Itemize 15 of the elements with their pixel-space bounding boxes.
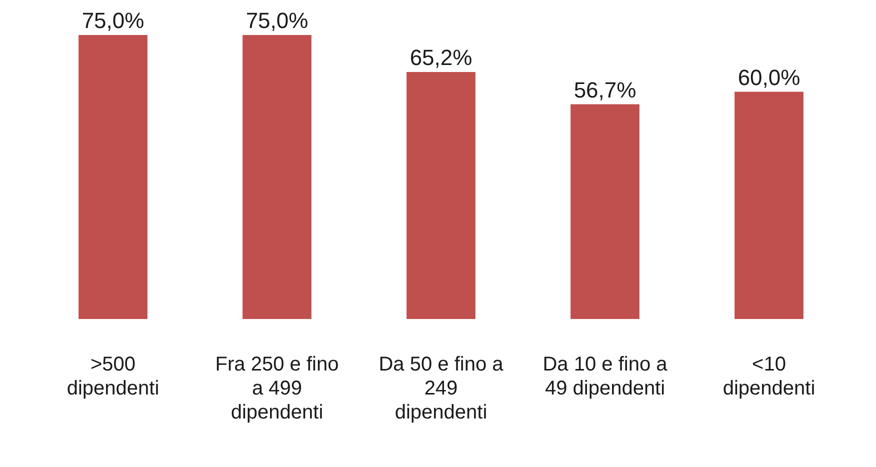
data-label: 75,0% bbox=[82, 8, 144, 33]
bar bbox=[242, 34, 312, 319]
bar bbox=[78, 34, 148, 319]
data-label: 56,7% bbox=[574, 77, 636, 102]
x-tick-label: Da 50 e fino a 249 dipendenti bbox=[378, 354, 504, 424]
data-label: 60,0% bbox=[738, 64, 800, 90]
data-label: 75,0% bbox=[246, 8, 308, 33]
bar bbox=[570, 104, 640, 319]
x-tick-label: >500 dipendenti bbox=[66, 354, 160, 400]
bar bbox=[406, 72, 476, 319]
data-label: 65,2% bbox=[410, 45, 472, 70]
bar bbox=[734, 92, 804, 319]
x-tick-label: Fra 250 e fino a 499 dipendenti bbox=[215, 354, 339, 424]
x-tick-label: Da 10 e fino a 49 dipendenti bbox=[542, 354, 668, 400]
x-tick-label: <10 dipendenti bbox=[722, 354, 816, 400]
